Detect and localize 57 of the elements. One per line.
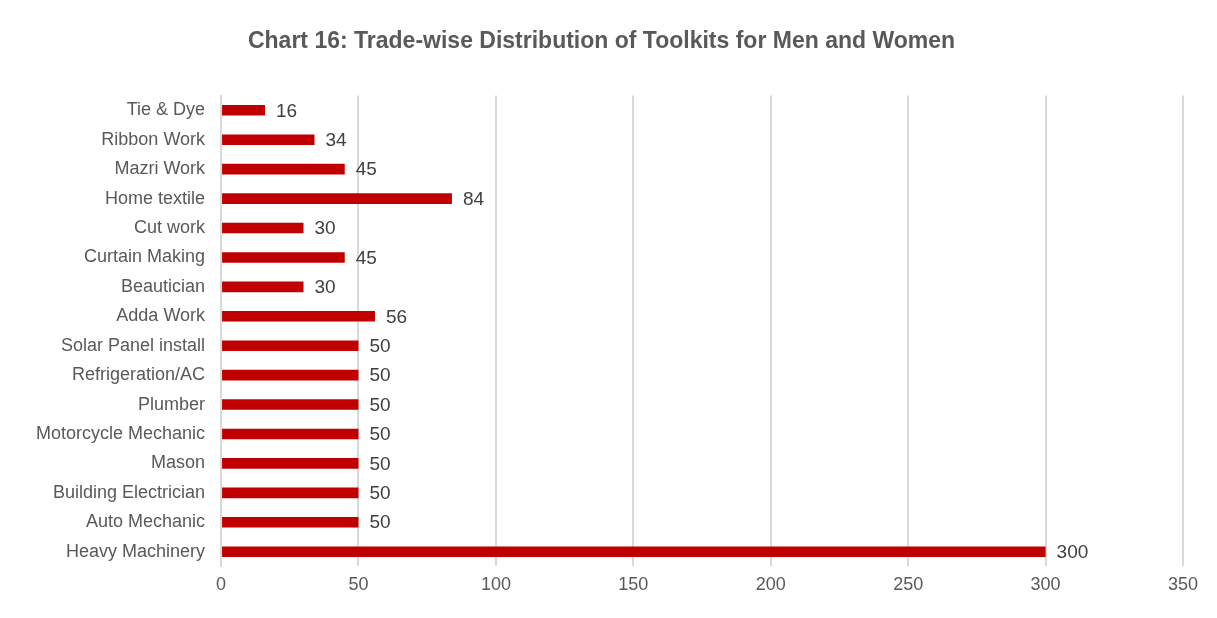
y-tick-label: Auto Mechanic xyxy=(85,511,206,532)
y-tick-label: Mazri Work xyxy=(114,158,207,179)
bar xyxy=(222,369,359,381)
y-tick-label: Ribbon Work xyxy=(101,128,207,149)
x-tick-label: 50 xyxy=(348,574,369,595)
y-tick-label: Refrigeration/AC xyxy=(72,364,206,385)
y-tick-label: Solar Panel install xyxy=(60,334,206,355)
x-tick-label: 300 xyxy=(1030,574,1061,595)
bar xyxy=(222,399,359,410)
bar xyxy=(222,487,359,499)
data-label: 50 xyxy=(369,482,391,504)
x-tick-label: 350 xyxy=(1167,574,1199,595)
data-label: 34 xyxy=(325,128,348,150)
y-tick-label: Mason xyxy=(151,452,206,473)
bar xyxy=(222,134,315,146)
bar xyxy=(222,193,452,204)
y-tick-label: Beautician xyxy=(121,275,206,296)
data-label: 84 xyxy=(462,187,485,209)
data-label: 45 xyxy=(355,158,377,180)
data-label: 300 xyxy=(1056,540,1089,562)
y-tick-label: Cut work xyxy=(134,216,207,237)
y-tick-label: Plumber xyxy=(138,393,206,414)
y-tick-label: Tie & Dye xyxy=(126,99,206,120)
data-label: 50 xyxy=(369,334,391,356)
data-label: 45 xyxy=(355,246,377,268)
bar xyxy=(222,252,345,263)
data-label: 16 xyxy=(276,99,298,121)
bar xyxy=(222,222,304,234)
y-tick-label: Building Electrician xyxy=(52,481,206,502)
data-label: 50 xyxy=(369,423,391,445)
y-tick-label: Adda Work xyxy=(116,305,207,326)
bar xyxy=(222,546,1046,557)
data-label: 50 xyxy=(369,511,391,533)
bar xyxy=(222,105,266,116)
y-tick-label: Home textile xyxy=(105,187,206,208)
data-label: 50 xyxy=(369,364,391,386)
bar xyxy=(222,458,359,469)
data-label: 50 xyxy=(369,393,391,415)
data-label: 30 xyxy=(314,217,336,239)
y-tick-label: Motorcycle Mechanic xyxy=(36,422,206,443)
x-tick-label: 250 xyxy=(893,574,924,595)
bar xyxy=(222,310,375,322)
chart-title: Chart 16: Trade-wise Distribution of Toolkits for Men and Women xyxy=(247,27,956,54)
y-tick-label: Curtain Making xyxy=(84,246,206,267)
bar xyxy=(222,428,359,440)
x-tick-label: 150 xyxy=(618,574,649,595)
bar xyxy=(222,340,359,352)
x-tick-label: 0 xyxy=(216,574,227,595)
bar xyxy=(222,163,345,175)
bar xyxy=(222,516,359,528)
data-label: 30 xyxy=(314,276,336,298)
bar xyxy=(222,281,304,293)
data-label: 56 xyxy=(385,305,408,327)
x-tick-label: 100 xyxy=(480,574,511,595)
y-tick-label: Heavy Machinery xyxy=(66,540,206,561)
x-tick-label: 200 xyxy=(755,574,786,595)
data-label: 50 xyxy=(369,452,391,474)
